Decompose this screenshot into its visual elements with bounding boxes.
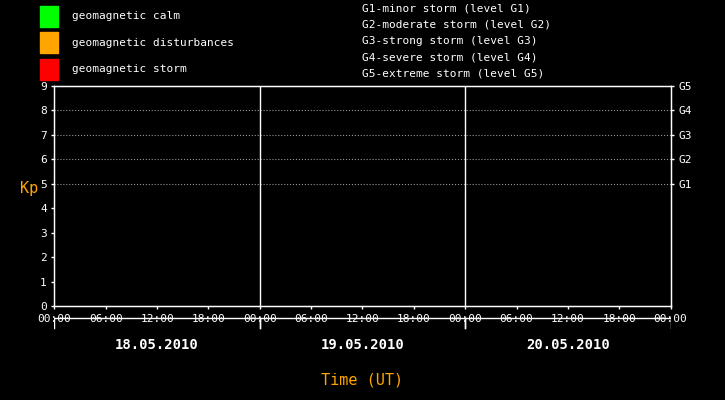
Text: 20.05.2010: 20.05.2010	[526, 338, 610, 352]
Text: G1-minor storm (level G1): G1-minor storm (level G1)	[362, 3, 531, 13]
Text: Time (UT): Time (UT)	[321, 372, 404, 388]
Bar	[40, 59, 58, 80]
Text: G3-strong storm (level G3): G3-strong storm (level G3)	[362, 36, 538, 46]
Text: geomagnetic calm: geomagnetic calm	[72, 11, 181, 21]
Text: geomagnetic storm: geomagnetic storm	[72, 64, 187, 74]
Text: 18.05.2010: 18.05.2010	[115, 338, 199, 352]
Bar	[40, 32, 58, 53]
Bar	[40, 6, 58, 27]
Text: G5-extreme storm (level G5): G5-extreme storm (level G5)	[362, 69, 544, 79]
Y-axis label: Kp: Kp	[20, 181, 38, 196]
Text: geomagnetic disturbances: geomagnetic disturbances	[72, 38, 234, 48]
Text: G4-severe storm (level G4): G4-severe storm (level G4)	[362, 52, 538, 62]
Text: G2-moderate storm (level G2): G2-moderate storm (level G2)	[362, 20, 552, 30]
Text: 19.05.2010: 19.05.2010	[320, 338, 405, 352]
